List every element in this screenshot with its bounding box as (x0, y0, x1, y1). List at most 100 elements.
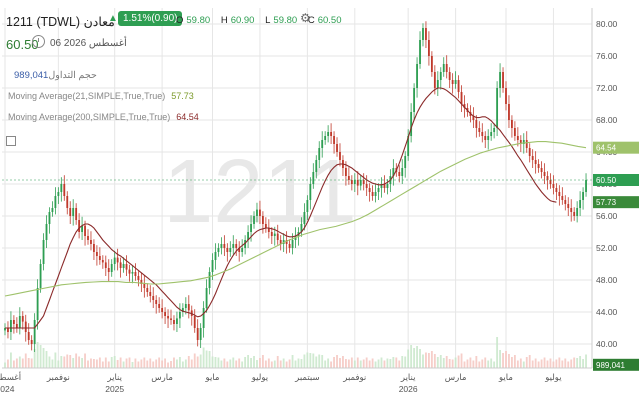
candle-body (134, 272, 137, 276)
candle-body (502, 72, 504, 88)
candle-body (487, 136, 490, 140)
candle-body (516, 136, 519, 140)
clock-icon (32, 35, 45, 48)
candle-body (167, 316, 169, 319)
volume-bar (267, 358, 270, 368)
volume-bar (365, 357, 368, 368)
volume-bar (475, 356, 478, 368)
volume-bar (93, 359, 95, 368)
volume-bar (508, 354, 510, 368)
volume-bar (232, 357, 235, 368)
candle-body (285, 240, 288, 244)
volume-bar (211, 356, 214, 368)
volume-bar (196, 356, 199, 368)
volume-bar (152, 361, 155, 368)
candle-body (164, 312, 167, 316)
ma-short-legend[interactable]: Moving Average(21,SIMPLE,True,True) 57.73 (8, 91, 194, 101)
volume-bar (190, 359, 193, 368)
y-tick-label: 76.00 (596, 51, 618, 61)
volume-bar (104, 357, 107, 368)
volume-bar (442, 358, 445, 368)
volume-bar (303, 354, 306, 368)
volume-bar (543, 357, 546, 368)
candle-body (116, 257, 119, 263)
volume-bar (18, 356, 21, 368)
volume-bar (273, 360, 276, 368)
volume-bar (161, 360, 164, 368)
candle-body (380, 184, 383, 188)
candle-body (256, 209, 258, 216)
candle-body (155, 300, 158, 304)
ma-short-label: Moving Average(21,SIMPLE,True,True) (8, 91, 166, 101)
volume-bar (469, 357, 472, 368)
volume-bar (101, 361, 104, 368)
volume-bar (193, 353, 196, 368)
tag-last: 60.50 (596, 176, 617, 185)
candle-body (433, 72, 436, 88)
candle-body (241, 248, 244, 252)
volume-bar (72, 358, 75, 368)
volume-bar (573, 357, 576, 368)
volume-bar (184, 359, 187, 368)
candle-body (567, 204, 570, 208)
volume-bar (368, 360, 371, 368)
volume-bar (380, 357, 383, 368)
volume-bar (513, 355, 516, 368)
volume-bar (297, 358, 300, 368)
y-tick-label: 44.00 (596, 307, 618, 317)
candle-body (410, 112, 413, 136)
volume-bar (256, 360, 258, 368)
candle-body (362, 180, 365, 184)
candle-body (4, 328, 6, 331)
candlestick-series[interactable] (4, 21, 587, 352)
volume-bar (90, 358, 92, 368)
volume-bar (315, 356, 318, 368)
volume-bar (15, 358, 18, 368)
candle-body (208, 272, 211, 288)
candle-body (279, 240, 282, 244)
candle-body (181, 308, 184, 312)
volume-bar (528, 355, 531, 368)
volume-bar (10, 352, 12, 368)
volume-legend[interactable]: حجم التداول989,041 (8, 70, 97, 81)
volume-bar (155, 359, 158, 368)
volume-bar (69, 355, 72, 368)
candle-body (158, 304, 161, 308)
candle-body (585, 180, 587, 192)
ma-long-legend[interactable]: Moving Average(200,SIMPLE,True,True) 64.5… (8, 112, 199, 122)
volume-bar (137, 361, 140, 368)
candle-body (309, 184, 312, 200)
candle-body (511, 120, 513, 128)
candle-body (413, 88, 416, 112)
candle-body (146, 288, 149, 292)
candle-body (306, 200, 309, 212)
candle-body (33, 320, 36, 344)
volume-bar (309, 353, 312, 368)
square-icon[interactable] (6, 136, 16, 146)
volume-bar (113, 356, 116, 368)
candle-body (430, 56, 433, 72)
ohlc-low-key: L (265, 15, 271, 26)
volume-bar (181, 361, 184, 368)
volume-bar (78, 356, 81, 368)
ohlc-high: 60.90 (230, 15, 255, 26)
volume-bar (478, 361, 481, 368)
volume-bar (374, 361, 377, 368)
ma-long-line (4, 141, 587, 297)
tag-ma-short-bg (593, 196, 639, 209)
gear-icon[interactable]: ⚙ (300, 11, 311, 25)
volume-bar (119, 357, 122, 368)
volume-bar (276, 356, 279, 368)
volume-bar (51, 359, 54, 368)
candle-body (350, 180, 353, 184)
volume-bar (525, 357, 528, 368)
volume-bar (531, 360, 534, 368)
volume-bar (534, 358, 537, 368)
volume-bar (425, 352, 427, 368)
candle-body (315, 160, 318, 172)
volume-bar (516, 360, 519, 368)
volume-bar (288, 359, 291, 368)
volume-bar (95, 359, 98, 368)
candle-body (300, 224, 303, 232)
